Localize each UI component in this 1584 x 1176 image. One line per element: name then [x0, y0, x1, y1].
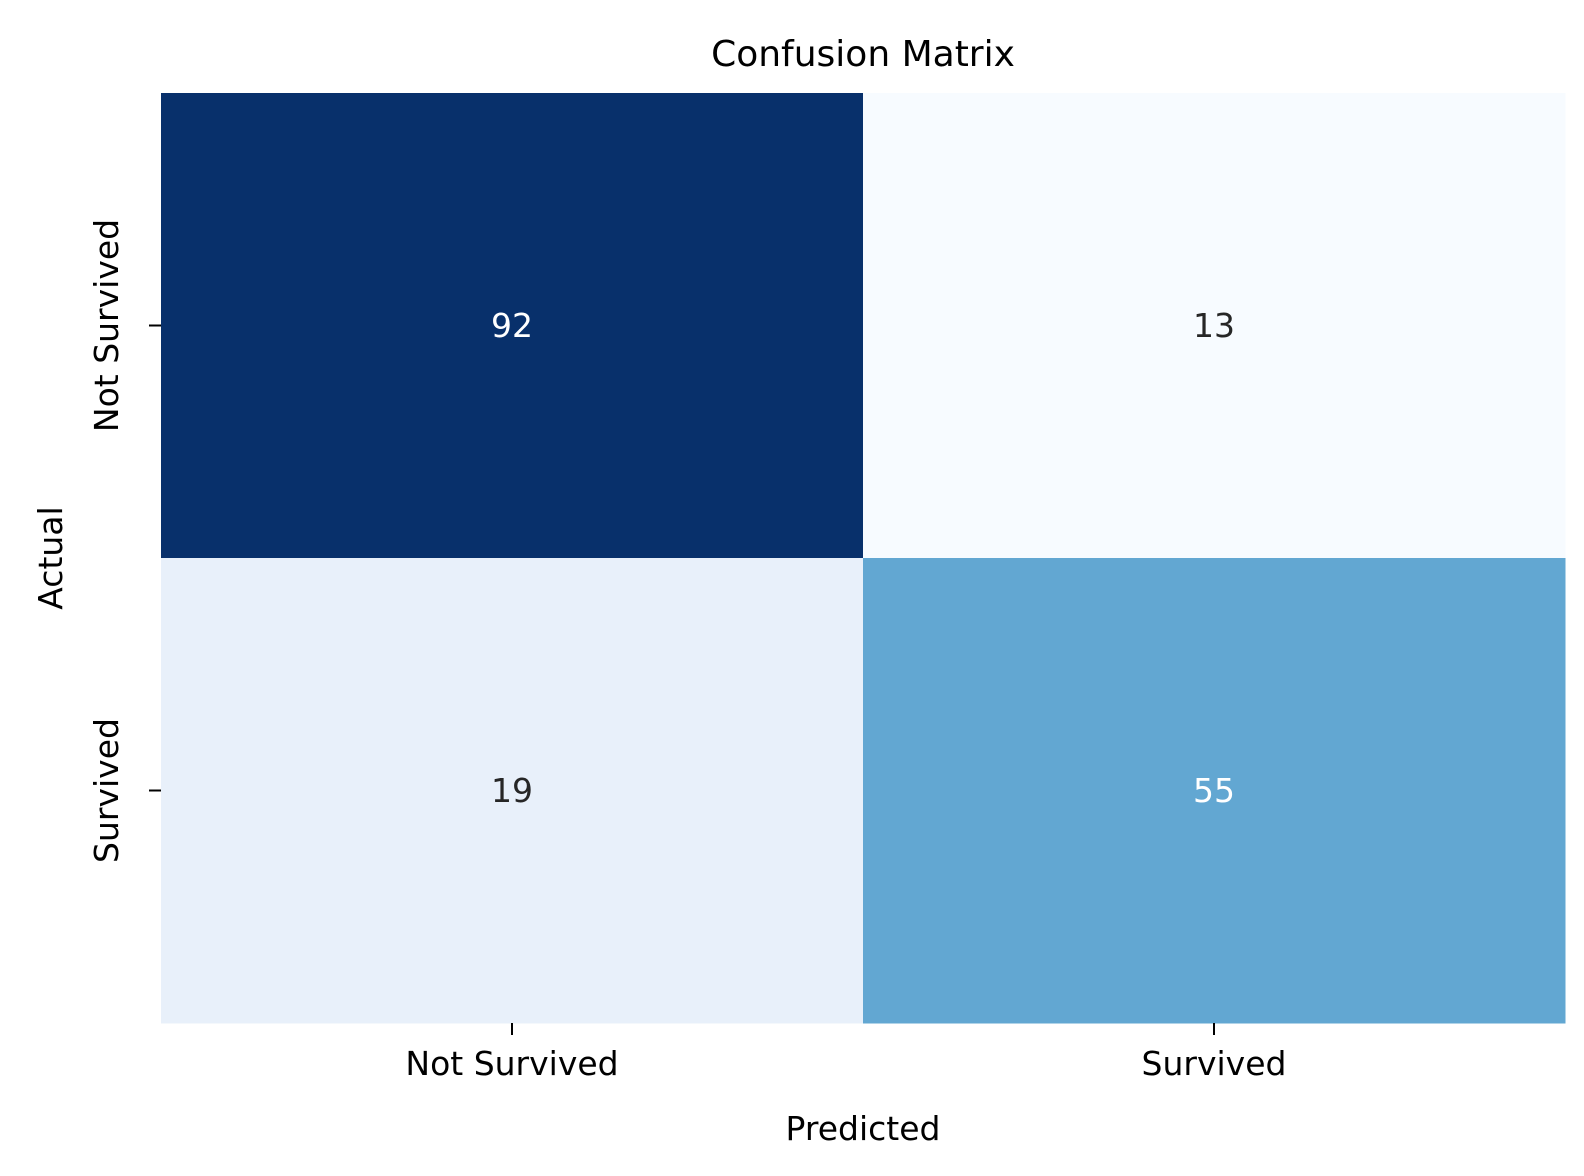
cell-value-r0-c1: 13 [1193, 306, 1235, 345]
y-tick-label: Survived [87, 718, 126, 863]
heatmap-cell-r0-c0 [161, 93, 864, 559]
heatmap-cells [161, 93, 1566, 1024]
heatmap-cell-r0-c1 [863, 93, 1566, 559]
x-axis-label: Predicted [786, 1109, 941, 1148]
x-tick-label: Not Survived [405, 1044, 618, 1083]
cell-value-r1-c0: 19 [491, 771, 533, 810]
x-axis-ticks: Not Survived Survived [405, 1023, 1286, 1083]
heatmap-cell-r1-c0 [161, 558, 864, 1024]
heatmap-cell-r1-c1 [863, 558, 1566, 1024]
cell-annotations: 92 13 19 55 [491, 306, 1235, 810]
cell-value-r1-c1: 55 [1193, 771, 1235, 810]
y-tick-label: Not Survived [87, 219, 126, 432]
x-tick-label: Survived [1142, 1044, 1287, 1083]
chart-title: Confusion Matrix [711, 34, 1015, 75]
cell-value-r0-c0: 92 [491, 306, 533, 345]
y-axis-ticks: Not Survived Survived [87, 219, 161, 863]
y-axis-label: Actual [31, 506, 70, 609]
